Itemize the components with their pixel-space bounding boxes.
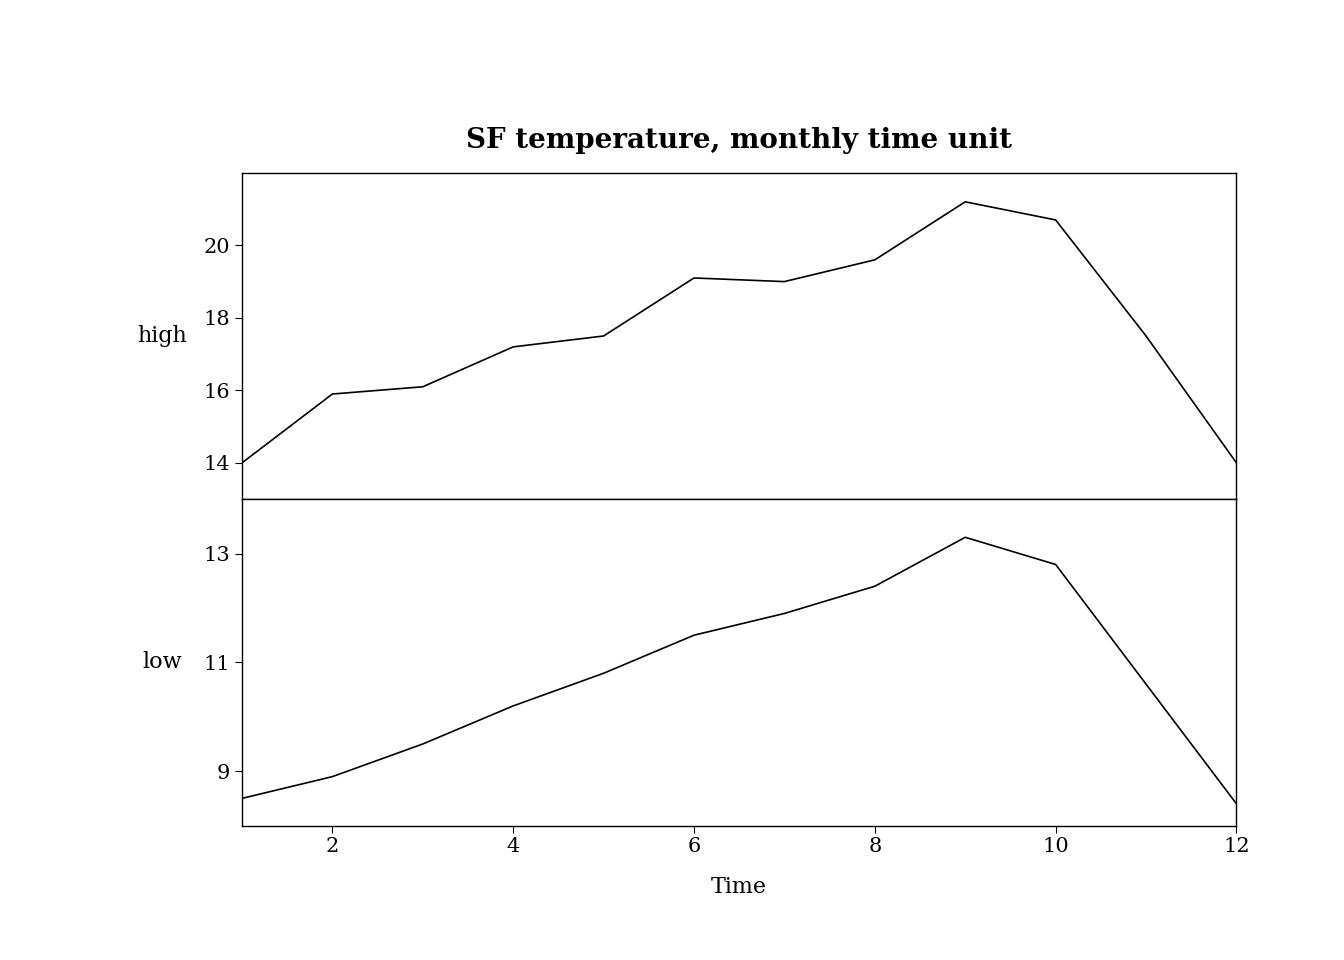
Y-axis label: high: high bbox=[137, 325, 187, 347]
X-axis label: Time: Time bbox=[711, 876, 767, 898]
Y-axis label: low: low bbox=[142, 652, 181, 673]
Title: SF temperature, monthly time unit: SF temperature, monthly time unit bbox=[466, 127, 1012, 154]
